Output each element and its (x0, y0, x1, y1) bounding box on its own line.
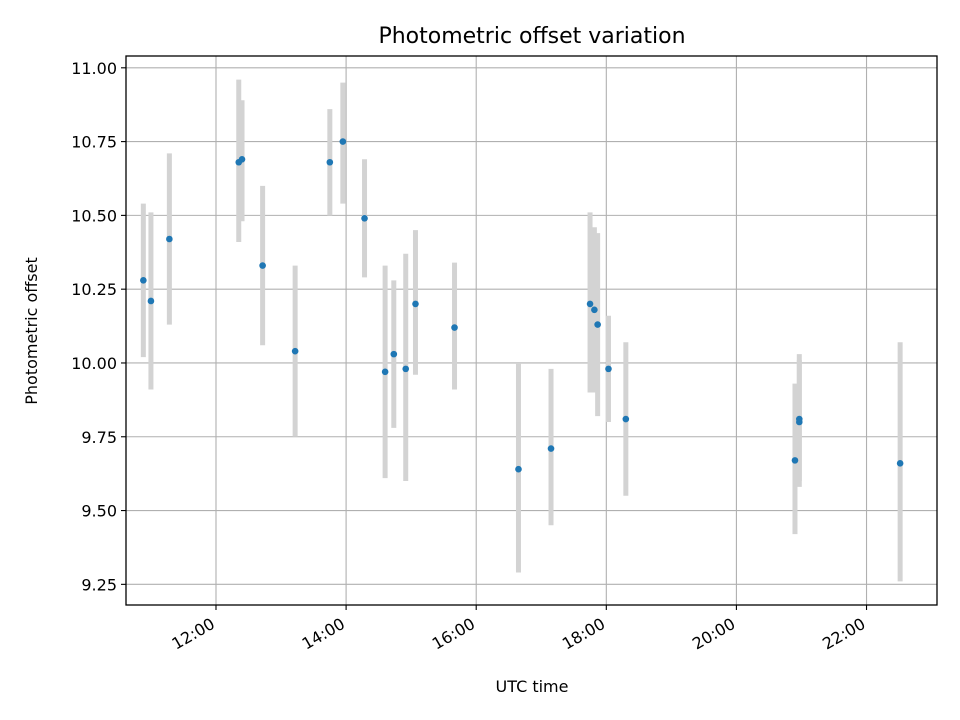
x-axis-title: UTC time (496, 677, 569, 696)
data-point (796, 418, 803, 426)
y-tick-label: 9.50 (81, 502, 117, 521)
data-point (451, 324, 458, 331)
plot-frame (125, 55, 938, 606)
data-point (140, 277, 147, 284)
y-tick-label: 10.00 (71, 354, 117, 373)
y-axis-title: Photometric offset (22, 257, 41, 405)
y-tick-label: 10.25 (71, 280, 117, 299)
x-tick-label: 18:00 (559, 614, 608, 654)
data-point (586, 300, 594, 308)
x-tick-label: 12:00 (169, 614, 218, 654)
data-point (361, 215, 368, 222)
data-point (896, 460, 904, 467)
data-point (605, 365, 612, 373)
data-point (166, 235, 173, 243)
data-point (381, 368, 389, 376)
y-tick-label: 10.75 (71, 133, 117, 152)
data-point (791, 457, 799, 464)
chart-title: Photometric offset variation (378, 24, 685, 49)
y-tick-label: 11.00 (71, 59, 117, 78)
data-point (547, 445, 555, 452)
data-point (622, 415, 630, 423)
data-point (147, 297, 155, 305)
point-layer (140, 138, 904, 473)
data-point (339, 138, 347, 145)
x-tick-label: 22:00 (819, 614, 868, 654)
errorbar-layer (140, 79, 903, 582)
data-point (591, 306, 598, 314)
grid-layer (126, 56, 937, 605)
y-tick-label: 9.25 (81, 575, 117, 594)
x-tick-label: 14:00 (299, 614, 348, 654)
y-axis-ticks: 9.25 9.50 9.75 10.00 10.25 10.50 10.75 11.00 (71, 59, 126, 594)
data-point (259, 262, 266, 269)
data-point (412, 300, 419, 308)
data-point (291, 347, 299, 355)
x-axis-ticks: 12:00 14:00 16:00 18:00 20:00 22:00 (169, 605, 869, 654)
data-point (402, 365, 410, 373)
y-tick-label: 9.75 (81, 428, 117, 447)
data-point (238, 156, 246, 163)
data-point (594, 321, 601, 328)
data-point (390, 350, 398, 358)
data-point (515, 465, 522, 473)
x-tick-label: 20:00 (689, 614, 738, 654)
data-point (326, 158, 334, 166)
x-tick-label: 16:00 (429, 614, 478, 654)
y-tick-label: 10.50 (71, 206, 117, 225)
